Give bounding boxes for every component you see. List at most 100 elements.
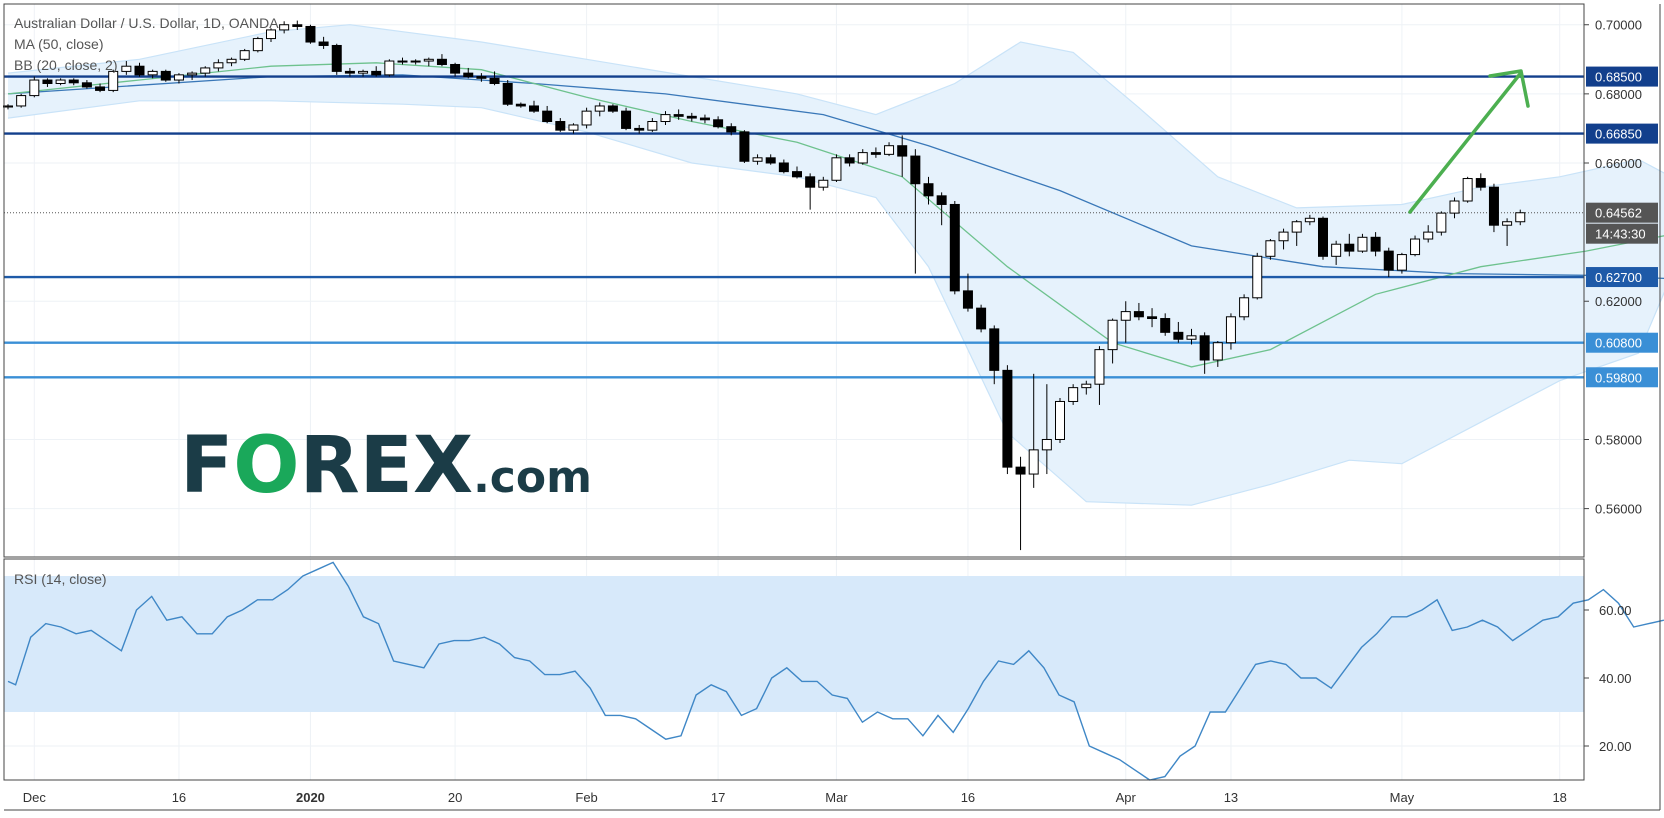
candle-body bbox=[68, 79, 79, 84]
bollinger-fill-area bbox=[8, 24, 1664, 506]
bollinger-lower-band bbox=[7, 100, 1664, 506]
candle-body bbox=[1357, 236, 1368, 252]
candle-body bbox=[463, 72, 474, 78]
candle-body bbox=[857, 152, 868, 164]
rsi-tick-label: 60.00 bbox=[1599, 603, 1632, 618]
rsi-band bbox=[4, 576, 1584, 712]
level-price-tag bbox=[1586, 332, 1658, 353]
candle-body bbox=[358, 70, 369, 74]
candle-body bbox=[1199, 335, 1210, 361]
level-price-tag-label: 0.68500 bbox=[1595, 70, 1642, 85]
candle-body bbox=[318, 41, 329, 46]
candle-body bbox=[410, 60, 421, 63]
candle-body bbox=[962, 290, 973, 309]
candle-body bbox=[1160, 318, 1171, 333]
candle-body bbox=[450, 63, 461, 74]
candle-body bbox=[239, 50, 250, 60]
rsi-series-line bbox=[7, 561, 1664, 781]
candle-body bbox=[331, 44, 342, 72]
time-tick-label: 18 bbox=[1552, 790, 1566, 805]
time-tick-label: 16 bbox=[961, 790, 975, 805]
candle-body bbox=[713, 119, 724, 128]
time-tick-label: Apr bbox=[1116, 790, 1137, 805]
candle-body bbox=[489, 77, 500, 84]
candle-body bbox=[1475, 178, 1486, 188]
candle-body bbox=[1304, 217, 1315, 223]
candle-body bbox=[1107, 319, 1118, 351]
candle-body bbox=[384, 60, 395, 76]
candle-body bbox=[778, 162, 789, 173]
candle-body bbox=[1423, 231, 1434, 240]
candle-body bbox=[423, 58, 434, 62]
level-price-tag-label: 0.66850 bbox=[1595, 127, 1642, 142]
candle-body bbox=[673, 114, 684, 117]
candle-body bbox=[173, 74, 184, 81]
candle-body bbox=[844, 157, 855, 164]
candle-body bbox=[160, 70, 171, 81]
candle-body bbox=[1133, 311, 1144, 318]
candle-body bbox=[42, 79, 53, 84]
time-axis: Dec 16 2020 20 Feb 17 Mar 16 Apr 13 May 18 bbox=[23, 790, 1567, 805]
candle-body bbox=[1291, 221, 1302, 233]
level-price-tag bbox=[1586, 367, 1658, 388]
chart-title: Australian Dollar / U.S. Dollar, 1D, OAN… bbox=[14, 15, 279, 31]
time-tick-label: Feb bbox=[575, 790, 597, 805]
candle-body bbox=[1396, 254, 1407, 271]
candle-body bbox=[1265, 240, 1276, 257]
rsi-line bbox=[7, 561, 1664, 781]
candle-body bbox=[1252, 255, 1263, 299]
candle-body bbox=[594, 105, 605, 112]
candle-body bbox=[818, 179, 829, 188]
ma-indicator-label: MA (50, close) bbox=[14, 36, 103, 52]
candle-body bbox=[529, 105, 539, 112]
candle-body bbox=[1173, 331, 1184, 340]
price-tick-label: 0.70000 bbox=[1595, 18, 1642, 33]
time-tick-label: 20 bbox=[448, 790, 462, 805]
trend-arrow-head bbox=[1488, 69, 1530, 108]
candle-body bbox=[1002, 369, 1013, 468]
bollinger-band-fill bbox=[7, 24, 1664, 506]
candle-body bbox=[16, 95, 27, 107]
candle-body bbox=[29, 79, 40, 97]
candle-body bbox=[1462, 178, 1473, 202]
candle-body bbox=[936, 195, 947, 205]
level-price-tag-label: 0.62700 bbox=[1595, 270, 1642, 285]
candle-body bbox=[344, 70, 355, 74]
candle-body bbox=[739, 131, 750, 162]
candle-body bbox=[555, 121, 566, 131]
candle-body bbox=[200, 67, 211, 74]
candle-body bbox=[686, 115, 697, 119]
candle-body bbox=[1318, 217, 1328, 257]
price-tick-label: 0.66000 bbox=[1595, 156, 1642, 171]
candle-body bbox=[292, 24, 303, 27]
candle-body bbox=[1225, 316, 1236, 344]
time-tick-label: 2020 bbox=[296, 790, 325, 805]
support-resistance-levels[interactable] bbox=[4, 75, 1584, 379]
candle-body bbox=[121, 65, 132, 72]
forex-logo-text: FOREX.com bbox=[180, 421, 592, 511]
candlesticks[interactable] bbox=[3, 20, 1526, 551]
candle-body bbox=[989, 328, 1000, 371]
candle-body bbox=[266, 29, 276, 40]
last-price-tag bbox=[1586, 202, 1658, 223]
rsi-pane-border bbox=[3, 558, 1585, 781]
candle-body bbox=[81, 82, 92, 88]
time-tick-label: Dec bbox=[23, 790, 47, 805]
trend-arrow bbox=[1408, 69, 1530, 214]
candle-body bbox=[1120, 311, 1131, 321]
rsi-overbought-oversold-band bbox=[4, 576, 1584, 712]
level-price-tag-label: 0.60800 bbox=[1595, 336, 1642, 351]
candle-body bbox=[1041, 438, 1052, 451]
candle-body bbox=[910, 155, 921, 185]
price-pane-border bbox=[3, 3, 1585, 558]
candle-body bbox=[923, 183, 934, 197]
candle-body bbox=[1239, 297, 1250, 318]
candle-body bbox=[187, 72, 198, 76]
forex-logo-part: F bbox=[180, 421, 233, 511]
forex-logo-part: REX bbox=[300, 421, 473, 511]
candle-body bbox=[870, 152, 881, 155]
candle-body bbox=[213, 62, 224, 69]
candle-body bbox=[134, 65, 145, 76]
candle-body bbox=[1055, 400, 1065, 440]
